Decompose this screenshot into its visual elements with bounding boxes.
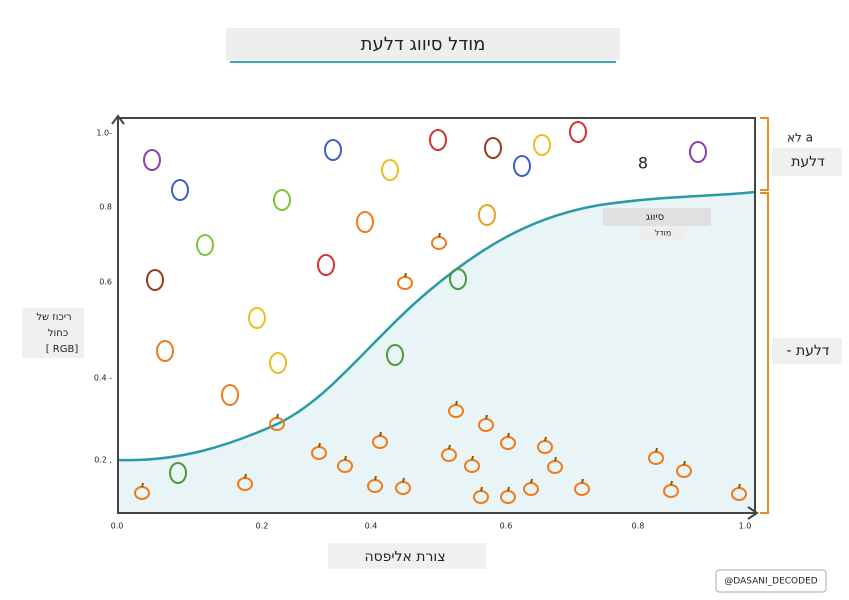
pumpkin-stem	[379, 431, 382, 437]
side-label-box	[772, 338, 842, 364]
pumpkin-stem	[507, 486, 510, 492]
pumpkin-stem	[318, 442, 321, 448]
x-axis-label: צורת אליפסה	[364, 549, 445, 565]
x-tick-label: 0.8	[632, 522, 645, 531]
axis-arrow	[111, 114, 125, 125]
title: מודל סיווג דלעת	[361, 34, 486, 55]
fruit	[196, 234, 214, 256]
pumpkin-stem	[655, 447, 658, 453]
curve-label: מודל	[655, 229, 672, 238]
pumpkin-stem	[530, 478, 533, 484]
fruit	[381, 159, 399, 181]
x-label-box	[328, 543, 486, 569]
pumpkin	[431, 236, 447, 250]
fruit	[429, 129, 447, 151]
pumpkin-stem	[402, 477, 405, 483]
x-tick-label: 0.2	[256, 522, 269, 531]
y-axis-label: [ RGB]	[46, 344, 79, 355]
fruit	[484, 137, 502, 159]
pumpkin-stem	[670, 480, 673, 486]
curve-label-box	[603, 208, 711, 226]
fruit	[356, 211, 374, 233]
y-axis-label: ריכוז של	[36, 312, 71, 323]
title-box	[226, 28, 620, 60]
x-tick-label: 0.4	[365, 522, 378, 531]
fruit	[273, 189, 291, 211]
pumpkin-stem	[507, 432, 510, 438]
y-tick-label: 0.4 -	[94, 374, 112, 383]
fruit	[513, 155, 531, 177]
credit-box	[715, 569, 827, 593]
x-tick-label: 1.0	[739, 522, 752, 531]
pumpkin-stem	[581, 478, 584, 484]
pumpkin-stem	[471, 455, 474, 461]
marker-text: 8	[638, 154, 648, 173]
side-label: - דלעת	[786, 343, 829, 359]
x-tick-label: 0.0	[111, 522, 124, 531]
pumpkin-stem	[276, 413, 279, 419]
side-label: לא a	[787, 131, 813, 145]
fruit	[317, 254, 335, 276]
pumpkin-stem	[344, 455, 347, 461]
x-tick-label: 0.6	[500, 522, 513, 531]
pumpkin-stem	[374, 475, 377, 481]
fruit	[478, 204, 496, 226]
plot-frame	[117, 117, 756, 514]
pumpkin-stem	[683, 460, 686, 466]
pumpkin-stem	[244, 473, 247, 479]
fruit	[171, 179, 189, 201]
y-tick-label: 0.6	[99, 278, 112, 287]
sigmoid-curve	[117, 190, 756, 462]
pumpkin-stem	[738, 483, 741, 489]
y-label-box	[22, 308, 84, 358]
side-label-box	[772, 148, 842, 176]
fruit	[221, 384, 239, 406]
bracket	[760, 192, 769, 514]
pumpkin-stem	[485, 414, 488, 420]
fruit	[569, 121, 587, 143]
pumpkin-stem	[554, 456, 557, 462]
pumpkin-stem	[544, 436, 547, 442]
fruit	[143, 149, 161, 171]
fruit	[269, 352, 287, 374]
fruit	[533, 134, 551, 156]
y-tick-label: 0.2 ,	[94, 456, 112, 465]
pumpkin-stem	[480, 486, 483, 492]
fruit	[449, 268, 467, 290]
fruit	[386, 344, 404, 366]
curve-label: סיווג	[646, 212, 664, 223]
fruit	[146, 269, 164, 291]
side-label: דלעת	[791, 154, 825, 170]
axis-arrow	[747, 506, 759, 520]
pumpkin-stem	[404, 272, 407, 278]
y-tick-label: 0.8	[99, 203, 112, 212]
y-tick-label: 1.0-	[96, 129, 112, 138]
fruit	[689, 141, 707, 163]
bracket	[760, 117, 769, 191]
curve-label-box	[640, 226, 686, 240]
y-axis-label: כחול	[48, 328, 68, 339]
curve-area	[118, 192, 755, 513]
fruit	[156, 340, 174, 362]
pumpkin-stem	[455, 400, 458, 406]
fruit	[248, 307, 266, 329]
credit: @DASANI_DECODED	[724, 577, 817, 587]
fruit	[324, 139, 342, 161]
fruit	[169, 462, 187, 484]
pumpkin-stem	[448, 444, 451, 450]
pumpkin-stem	[438, 232, 441, 238]
pumpkin	[397, 276, 413, 290]
pumpkin-stem	[141, 482, 144, 488]
